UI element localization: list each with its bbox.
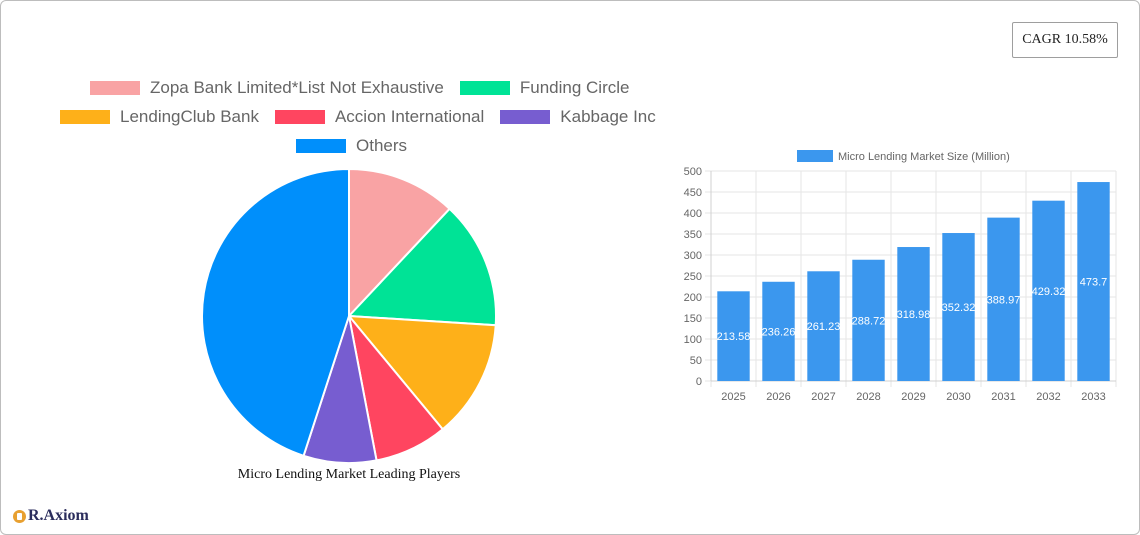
legend-swatch <box>274 110 325 124</box>
pie-chart <box>201 167 497 464</box>
pie-legend-row-2: LendingClub Bank Accion International Kabb… <box>60 107 656 127</box>
bar-value-label: 213.58 <box>717 331 751 343</box>
bar-chart: Micro Lending Market Size (Million) 0 50 10… <box>684 150 1117 403</box>
bar-2032[interactable] <box>1032 200 1065 381</box>
legend-item-accion-international[interactable]: Accion International <box>274 107 485 127</box>
x-tick-label: 2028 <box>856 391 880 403</box>
legend-swatch <box>296 139 346 153</box>
bar-2027[interactable] <box>807 271 840 381</box>
pie-slice-lendingclub-bank[interactable] <box>346 314 497 431</box>
x-tick-label: 2030 <box>946 391 970 403</box>
legend-label: Others <box>356 136 408 155</box>
y-tick-label: 400 <box>684 208 702 220</box>
bar-legend-swatch <box>797 150 833 162</box>
bar-value-label: 261.23 <box>807 321 841 333</box>
bar-value-label: 288.72 <box>852 315 886 327</box>
pie-legend-row-1: Zopa Bank Limited*List Not Exhaustive Fun… <box>90 78 629 98</box>
pie-slice-funding-circle[interactable] <box>346 207 497 327</box>
y-tick-label: 50 <box>690 355 702 367</box>
bar-value-label: 388.97 <box>987 294 1021 306</box>
y-tick-label: 300 <box>684 250 702 262</box>
bar-2033[interactable] <box>1077 182 1110 381</box>
cagr-badge: CAGR 10.58% <box>1012 22 1118 58</box>
logo-text: R.Axiom <box>28 507 89 524</box>
bar-legend-label: Micro Lending Market Size (Million) <box>838 151 1010 163</box>
legend-item-others[interactable]: Others <box>296 136 407 156</box>
bar-2028[interactable] <box>852 259 885 381</box>
legend-swatch <box>500 110 551 124</box>
y-tick-label: 500 <box>684 166 702 178</box>
logo-icon <box>13 509 26 523</box>
pie-chart-title: Micro Lending Market Leading Players <box>237 467 461 482</box>
pie-legend-row-3: Others <box>296 136 407 156</box>
bar-legend[interactable]: Micro Lending Market Size (Million) <box>797 150 1010 163</box>
bar-2029[interactable] <box>897 247 930 381</box>
x-tick-label: 2033 <box>1081 391 1105 403</box>
brand-logo: R.Axiom <box>13 507 89 525</box>
x-tick-label: 2027 <box>811 391 835 403</box>
bar-2025[interactable] <box>717 291 750 381</box>
bar-2030[interactable] <box>942 233 975 381</box>
pie-slice-others[interactable] <box>201 167 350 458</box>
legend-item-funding-circle[interactable]: Funding Circle <box>459 78 630 98</box>
legend-item-zopa-bank-limited-list-not-exhaustive[interactable]: Zopa Bank Limited*List Not Exhaustive <box>90 78 444 98</box>
legend-swatch <box>90 81 140 95</box>
bar-2026[interactable] <box>762 281 795 381</box>
x-tick-label: 2026 <box>766 391 790 403</box>
y-tick-label: 200 <box>684 292 702 304</box>
bar-value-label: 429.32 <box>1032 286 1066 298</box>
y-tick-label: 450 <box>684 187 702 199</box>
x-tick-label: 2029 <box>901 391 925 403</box>
legend-label: Accion International <box>334 107 485 126</box>
bar-value-label: 352.32 <box>942 302 976 314</box>
legend-swatch <box>60 110 110 124</box>
bar-value-label: 473.7 <box>1080 277 1108 289</box>
legend-label: Zopa Bank Limited*List Not Exhaustive <box>150 78 444 97</box>
x-tick-label: 2032 <box>1036 391 1060 403</box>
legend-label: LendingClub Bank <box>120 107 259 126</box>
y-tick-label: 0 <box>696 376 702 388</box>
y-tick-label: 350 <box>684 229 702 241</box>
y-tick-label: 100 <box>684 334 702 346</box>
bar-value-label: 318.98 <box>897 309 931 321</box>
legend-label: Funding Circle <box>519 78 630 97</box>
pie-slice-zopa-bank-limited-list-not-exhaustive[interactable] <box>348 167 452 319</box>
legend-label: Kabbage Inc <box>560 107 656 126</box>
y-tick-label: 250 <box>684 271 702 283</box>
legend-item-kabbage-inc[interactable]: Kabbage Inc <box>500 107 656 127</box>
x-tick-label: 2031 <box>991 391 1015 403</box>
bar-2031[interactable] <box>987 217 1020 381</box>
legend-item-lendingclub-bank[interactable]: LendingClub Bank <box>60 107 259 127</box>
y-tick-label: 150 <box>684 313 702 325</box>
x-tick-label: 2025 <box>721 391 745 403</box>
bar-value-label: 236.26 <box>762 326 796 338</box>
legend-swatch <box>459 81 510 95</box>
